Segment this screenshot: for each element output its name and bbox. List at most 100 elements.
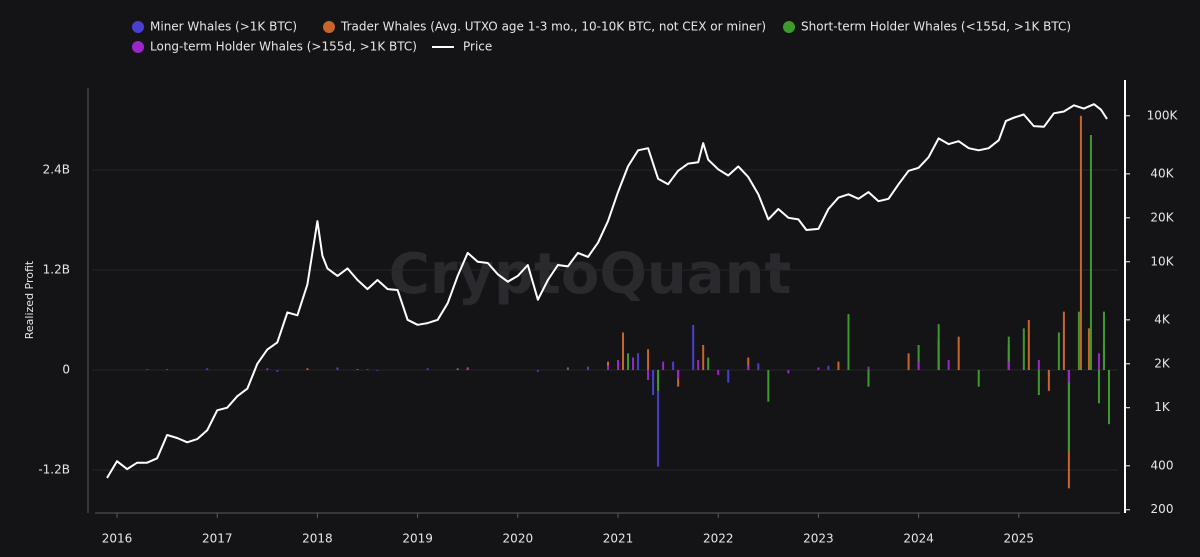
bar [1097,370,1100,404]
legend-label: Price [463,40,492,54]
y2-tick-label: 10K [1150,254,1174,268]
bar [1027,320,1030,370]
bar [1007,336,1010,370]
bar [1089,135,1092,370]
bar [1007,361,1010,370]
y2-tick-label: 400 [1151,458,1174,472]
bar [652,370,655,395]
y-tick-label: 2.4B [43,163,70,177]
bar [847,314,850,370]
bar [1077,311,1080,370]
bar [606,361,609,370]
bar [747,365,750,370]
bar [1087,328,1090,370]
bar [707,357,710,370]
legend-marker [783,21,795,33]
legend-marker [323,21,335,33]
bar [827,365,830,370]
bar [566,368,569,370]
bar [692,325,695,370]
legend-label: Trader Whales (Avg. UTXO age 1-3 mo., 10… [340,20,766,34]
bar [627,353,630,370]
bar [606,365,609,370]
bar [907,353,910,370]
bar [146,369,149,370]
y2-tick-label: 1K [1154,400,1171,414]
bar [1062,311,1065,370]
x-tick-label: 2019 [402,532,433,546]
legend-label: Short-term Holder Whales (<155d, >1K BTC… [801,20,1071,34]
bar [1102,311,1105,370]
y-tick-label: -1.2B [38,463,70,477]
bar [356,369,359,370]
bar [637,353,640,370]
bar [657,370,660,391]
x-tick-label: 2022 [703,532,734,546]
y2-tick-label: 4K [1154,312,1171,326]
bar [336,367,339,370]
legend-label: Long-term Holder Whales (>155d, >1K BTC) [150,40,417,54]
y-tick-label: 1.2B [43,263,70,277]
bar [1097,353,1100,370]
bar [697,360,700,370]
bar [677,370,680,379]
bar [456,368,459,370]
y2-tick-label: 20K [1150,210,1174,224]
bar [647,349,650,370]
bar [917,345,920,370]
bar [647,370,650,380]
bar [426,368,429,370]
y-axis-label: Realized Profit [23,260,36,339]
legend-label: Miner Whales (>1K BTC) [150,20,297,34]
legend-marker [132,41,144,53]
bar [817,367,820,370]
bar [757,363,760,370]
x-tick-label: 2016 [102,532,133,546]
bar [1107,370,1110,425]
bar [867,370,870,387]
bar [622,332,625,370]
bar [917,361,920,370]
bar [1047,370,1050,391]
x-tick-label: 2021 [603,532,634,546]
bar [787,370,790,374]
bar [937,324,940,370]
bar [837,361,840,370]
bar [747,357,750,370]
bar [466,368,469,370]
bar [657,370,660,467]
bar [1057,332,1060,370]
x-tick-label: 2017 [202,532,233,546]
x-tick-label: 2024 [903,532,934,546]
x-tick-label: 2023 [803,532,834,546]
bar [586,366,589,370]
bar [1022,328,1025,370]
price-line [106,103,1108,479]
bar [1067,370,1070,451]
bar [1079,115,1082,370]
y2-tick-label: 200 [1151,502,1174,516]
bar [662,361,665,370]
bar [1037,370,1040,395]
bar [867,366,870,370]
bar [266,368,269,370]
y-tick-label: 0 [62,363,70,377]
bar [702,345,705,370]
bar [536,370,539,372]
bar [166,369,169,370]
x-tick-label: 2025 [1004,532,1035,546]
bar [977,370,980,387]
y2-tick-label: 2K [1154,356,1171,370]
bar [957,336,960,370]
bar [727,370,730,383]
y2-tick-label: 40K [1150,166,1174,180]
bar [767,370,770,402]
bar [306,368,309,370]
bar [376,370,379,371]
x-tick-label: 2020 [503,532,534,546]
bar [617,360,620,370]
bar [947,360,950,370]
x-tick-label: 2018 [302,532,333,546]
